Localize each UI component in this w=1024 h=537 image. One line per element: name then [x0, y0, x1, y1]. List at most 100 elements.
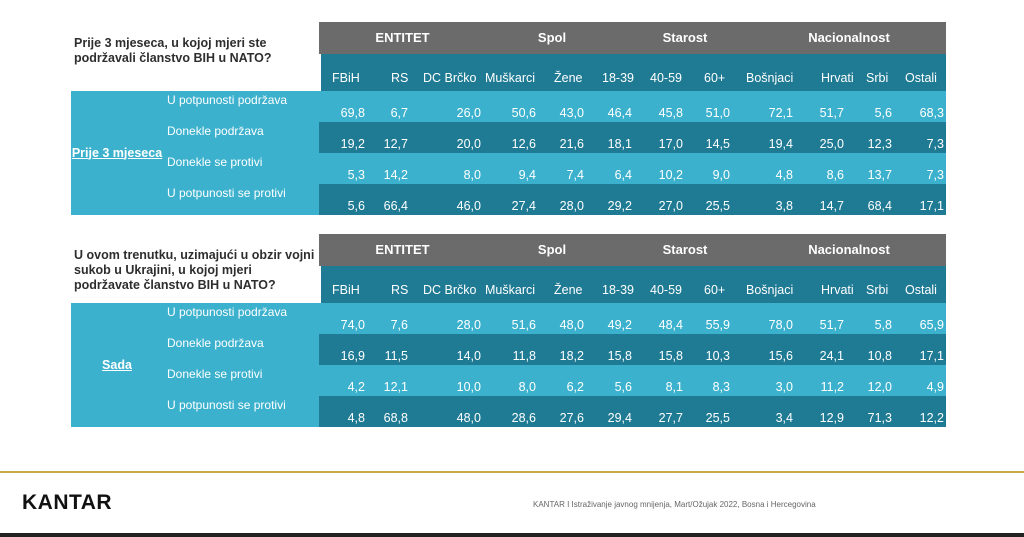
table-cell: 3,4	[775, 411, 793, 425]
table-cell: 27,0	[658, 199, 683, 213]
table-body: Prije 3 mjeseca U potpunosti podržava 69,8…	[71, 91, 946, 215]
column-header: Bošnjaci	[746, 71, 794, 85]
table-cell: 51,7	[819, 106, 844, 120]
column-header: RS	[391, 283, 409, 297]
table-cell: 68,4	[867, 199, 892, 213]
column-header: Žene	[554, 283, 583, 297]
table-cell: 18,1	[607, 137, 632, 151]
table-cell: 28,0	[559, 199, 584, 213]
column-group-header: Nacionalnost	[752, 234, 946, 266]
table-cell: 4,9	[926, 380, 944, 394]
column-header: Ostali	[905, 283, 937, 297]
row-values: 5,6 66,4 46,0 27,4 28,0 29,2 27,0 25,5 3,8 14,7 68…	[319, 184, 946, 215]
row-values: 4,2 12,1 10,0 8,0 6,2 5,6 8,1 8,3 3,0 11,2 12,0 4,9	[319, 365, 946, 396]
column-header: DC Brčko	[423, 283, 477, 297]
table-cell: 19,4	[768, 137, 793, 151]
table-cell: 17,0	[658, 137, 683, 151]
table-cell: 3,8	[775, 199, 793, 213]
question-text: U ovom trenutku, uzimajući u obzir vojni…	[71, 234, 319, 303]
table-cell: 12,6	[511, 137, 536, 151]
table-cell: 68,8	[383, 411, 408, 425]
table-cell: 7,3	[926, 168, 944, 182]
column-group-header: Spol	[486, 234, 618, 266]
table-cell: 16,9	[340, 349, 365, 363]
column-group-header: ENTITET	[319, 22, 486, 54]
table-cell: 12,7	[383, 137, 408, 151]
table-cell: 14,0	[456, 349, 481, 363]
column-header: Žene	[554, 71, 583, 85]
column-group-header: ENTITET	[319, 234, 486, 266]
row-values: 74,0 7,6 28,0 51,6 48,0 49,2 48,4 55,9 78,0 51,7 5…	[319, 303, 946, 334]
table-cell: 12,0	[867, 380, 892, 394]
table-cell: 5,8	[874, 318, 892, 332]
row-label: Donekle podržava	[167, 336, 264, 350]
period-label: Sada	[71, 303, 163, 427]
column-header: Ostali	[905, 71, 937, 85]
table-cell: 68,3	[919, 106, 944, 120]
table-cell: 10,2	[658, 168, 683, 182]
table-cell: 24,1	[819, 349, 844, 363]
table-cell: 72,1	[768, 106, 793, 120]
table-cell: 15,8	[658, 349, 683, 363]
table-cell: 10,3	[705, 349, 730, 363]
table-cell: 3,0	[775, 380, 793, 394]
footer-note: KANTAR I Istraživanje javnog mnijenja, M…	[533, 500, 816, 509]
table-cell: 8,0	[463, 168, 481, 182]
table-cell: 5,6	[614, 380, 632, 394]
table-cell: 28,6	[511, 411, 536, 425]
column-header: Hrvati	[821, 71, 854, 85]
table-row: Donekle podržava 19,2 12,7 20,0 12,6 21,6 18,1…	[163, 122, 946, 153]
table-cell: 7,4	[566, 168, 584, 182]
row-values: 69,8 6,7 26,0 50,6 43,0 46,4 45,8 51,0 72,1 51,7 5…	[319, 91, 946, 122]
table-cell: 7,3	[926, 137, 944, 151]
table-cell: 18,2	[559, 349, 584, 363]
table-cell: 4,2	[347, 380, 365, 394]
table-cell: 25,0	[819, 137, 844, 151]
row-label: U potpunosti se protivi	[167, 398, 286, 412]
table-header: U ovom trenutku, uzimajući u obzir vojni…	[71, 234, 946, 303]
table-cell: 25,5	[705, 199, 730, 213]
table-cell: 15,8	[607, 349, 632, 363]
table-cell: 9,4	[518, 168, 536, 182]
table-cell: 74,0	[340, 318, 365, 332]
table-cell: 4,8	[775, 168, 793, 182]
table-cell: 4,8	[347, 411, 365, 425]
table-cell: 48,0	[456, 411, 481, 425]
table-cell: 10,8	[867, 349, 892, 363]
question-text: Prije 3 mjeseca, u kojoj mjeri ste podrž…	[71, 22, 319, 91]
table-cell: 50,6	[511, 106, 536, 120]
crosstab-table: Prije 3 mjeseca, u kojoj mjeri ste podrž…	[71, 22, 946, 215]
table-cell: 27,4	[511, 199, 536, 213]
table-row: U potpunosti podržava 69,8 6,7 26,0 50,6 43,0…	[163, 91, 946, 122]
table-cell: 48,0	[559, 318, 584, 332]
row-label-cell: Donekle se protivi	[163, 365, 319, 396]
table-cell: 10,0	[456, 380, 481, 394]
column-header: 18-39	[602, 71, 634, 85]
table-cell: 6,4	[614, 168, 632, 182]
table-cell: 48,4	[658, 318, 683, 332]
table-cell: 19,2	[340, 137, 365, 151]
table-cell: 65,9	[919, 318, 944, 332]
table-cell: 55,9	[705, 318, 730, 332]
row-label: U potpunosti se protivi	[167, 186, 286, 200]
table-row: U potpunosti podržava 74,0 7,6 28,0 51,6 48,0…	[163, 303, 946, 334]
table-cell: 17,1	[919, 199, 944, 213]
table-cell: 27,6	[559, 411, 584, 425]
table-cell: 46,0	[456, 199, 481, 213]
table-cell: 9,0	[712, 168, 730, 182]
table-cell: 69,8	[340, 106, 365, 120]
row-label: Donekle se protivi	[167, 367, 263, 381]
row-values: 19,2 12,7 20,0 12,6 21,6 18,1 17,0 14,5 19,4 25,0…	[319, 122, 946, 153]
column-header: RS	[391, 71, 409, 85]
table-cell: 78,0	[768, 318, 793, 332]
row-label: U potpunosti podržava	[167, 93, 288, 107]
table-cell: 27,7	[658, 411, 683, 425]
table-cell: 21,6	[559, 137, 584, 151]
column-header: Bošnjaci	[746, 283, 794, 297]
crosstab-table: U ovom trenutku, uzimajući u obzir vojni…	[71, 234, 946, 427]
table-cell: 51,6	[511, 318, 536, 332]
row-label-cell: Donekle se protivi	[163, 153, 319, 184]
column-header: DC Brčko	[423, 71, 477, 85]
table-cell: 51,0	[705, 106, 730, 120]
table-row: Donekle podržava 16,9 11,5 14,0 11,8 18,2 15,8…	[163, 334, 946, 365]
